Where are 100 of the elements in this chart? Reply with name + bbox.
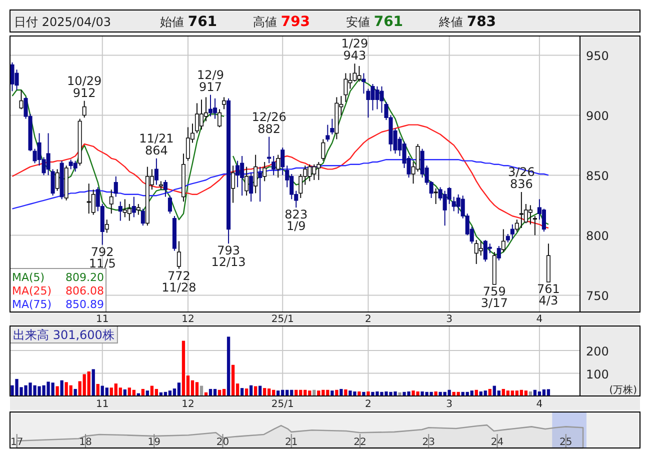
annotation: 11/21 864	[139, 131, 174, 158]
candlestick	[258, 166, 262, 202]
bar	[398, 392, 402, 396]
x-tick-label: 12	[182, 399, 194, 410]
x-tick-label: 11	[96, 314, 109, 325]
x-tick-label: 18	[79, 437, 92, 448]
bar	[118, 388, 122, 396]
text: 始値 761	[160, 14, 218, 30]
candlestick	[109, 189, 114, 214]
x-tick-label: 25	[560, 437, 572, 448]
candlestick	[19, 90, 24, 110]
candlestick	[231, 165, 236, 204]
candlestick	[276, 154, 280, 178]
candlestick	[163, 180, 168, 198]
candlestick	[199, 99, 204, 130]
candlestick	[208, 94, 213, 117]
candlestick	[321, 138, 326, 162]
bar	[335, 390, 338, 396]
y-tick-label: 100	[586, 367, 609, 382]
bar	[358, 391, 361, 396]
text: MA(25) 806.08	[12, 284, 104, 298]
bar	[330, 390, 334, 396]
bar	[434, 391, 438, 396]
candlestick	[127, 204, 132, 222]
candlestick	[154, 158, 158, 186]
bar	[340, 388, 343, 396]
candlestick	[176, 240, 181, 270]
bar	[96, 384, 100, 396]
x-tick-label: 2	[365, 399, 372, 410]
x-tick-label: 21	[285, 437, 298, 448]
candlestick	[55, 168, 60, 192]
x-tick-label: 22	[354, 437, 366, 448]
candlestick	[366, 88, 370, 118]
candlestick	[236, 160, 240, 188]
candlestick	[501, 228, 506, 252]
candlestick	[330, 118, 334, 135]
candlestick	[496, 246, 501, 261]
annotation: 12/26 882	[252, 110, 286, 136]
x-tick-label: 17	[10, 437, 24, 448]
annotation: 759 3/17	[480, 284, 508, 310]
bar	[231, 364, 235, 396]
y-tick-label: 900	[586, 109, 609, 124]
annotation: 823 1/9	[284, 208, 308, 234]
text: 高値 793	[253, 14, 310, 30]
annotation: 792 11/5	[88, 244, 116, 270]
annotation: 772 11/28	[162, 268, 196, 294]
bar	[182, 340, 186, 396]
bar	[546, 389, 550, 396]
candlestick	[280, 147, 285, 176]
y-tick-label: 200	[586, 344, 609, 359]
text: 日付 2025/04/03	[14, 15, 111, 29]
text: MA(5) 809.20	[12, 271, 104, 284]
bar	[254, 386, 258, 396]
candlestick	[267, 136, 272, 164]
candlestick	[478, 240, 483, 256]
annotation: 10/29 912	[67, 74, 102, 100]
candlestick	[91, 189, 96, 216]
candlestick	[262, 162, 267, 182]
x-tick-label: 11	[96, 399, 109, 410]
candlestick	[50, 168, 55, 196]
bar	[226, 336, 230, 396]
x-tick-label: 12	[182, 314, 194, 325]
bar	[366, 391, 370, 396]
bar	[240, 388, 244, 396]
candlestick	[416, 144, 420, 172]
bar	[177, 382, 181, 396]
bar	[362, 392, 366, 396]
x-tick-label: 19	[148, 437, 160, 448]
bar	[195, 382, 199, 396]
candlestick	[114, 176, 118, 198]
candlestick	[344, 72, 348, 102]
x-tick-label: 23	[422, 437, 435, 448]
bar	[60, 380, 64, 396]
bar	[344, 389, 348, 396]
annotation: 1/29 943	[341, 36, 368, 63]
candlestick	[542, 208, 546, 232]
candlestick	[532, 216, 537, 236]
x-tick-label: 24	[490, 437, 504, 448]
candlestick	[140, 208, 145, 226]
text: 安値 761	[346, 14, 404, 30]
candlestick	[132, 196, 136, 218]
candlestick	[46, 132, 50, 176]
x-tick-label: 2	[365, 314, 372, 325]
bar	[87, 371, 90, 396]
candlestick	[186, 126, 190, 162]
bar	[56, 386, 59, 396]
y-axis-title: (万株)	[609, 384, 638, 396]
x-tick-label: 25/1	[271, 399, 294, 410]
bar	[105, 388, 108, 396]
annotation: 12/9 917	[197, 68, 224, 94]
chart-title: 出来高 301,600株	[13, 328, 114, 342]
candlestick	[218, 108, 222, 128]
candlestick	[168, 195, 172, 214]
x-tick-label: 3	[446, 314, 453, 325]
y-tick-label: 800	[586, 229, 609, 244]
y-tick-label: 750	[586, 289, 609, 304]
candlestick	[249, 172, 254, 202]
text: MA(75) 850.89	[12, 298, 104, 311]
annotation: 793 12/13	[211, 244, 246, 270]
y-tick-label: 850	[586, 169, 609, 184]
